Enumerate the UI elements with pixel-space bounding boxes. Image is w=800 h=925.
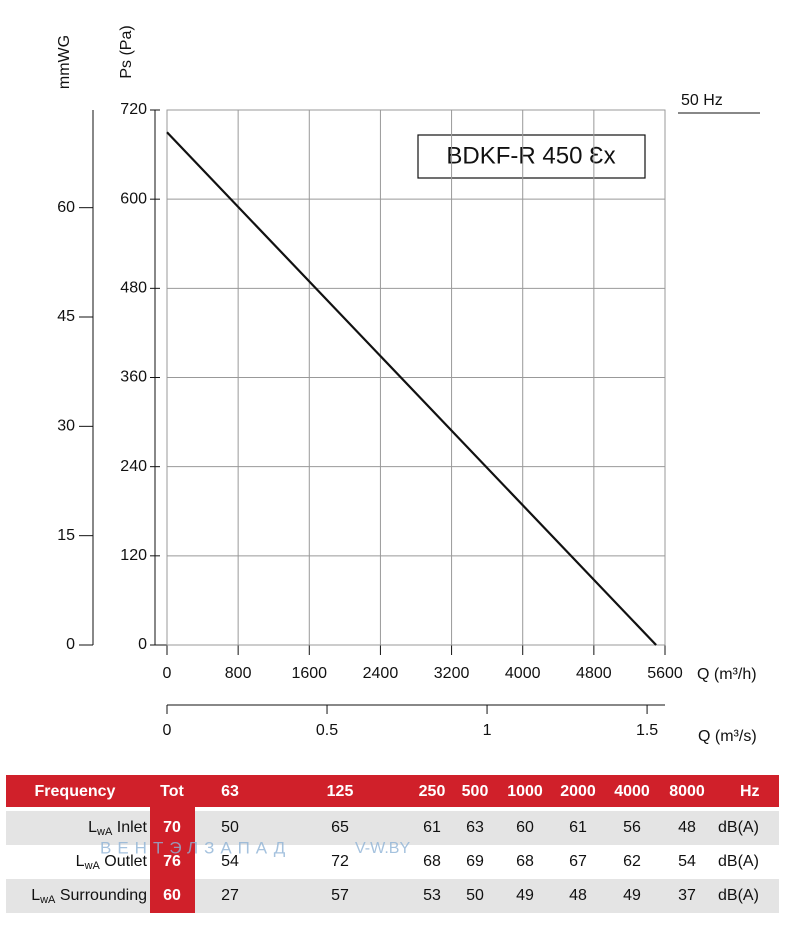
row-value: 60 xyxy=(163,887,181,904)
row-value: 72 xyxy=(331,853,349,870)
watermark: V-W.BY xyxy=(355,840,410,857)
table-row-band xyxy=(6,879,779,913)
row-value: 53 xyxy=(423,887,441,904)
x-tick-label: 4800 xyxy=(576,665,612,682)
y-tick-label: 240 xyxy=(120,458,147,475)
table-header-cell: 63 xyxy=(221,783,239,800)
x-tick-label: 0 xyxy=(163,665,172,682)
tot-column xyxy=(150,807,195,913)
row-label-name: Surrounding xyxy=(55,887,147,904)
row-value: 57 xyxy=(331,887,349,904)
y-tick-label: 360 xyxy=(120,369,147,386)
row-value: 50 xyxy=(221,819,239,836)
row-label-sub: wA xyxy=(84,860,101,872)
x-tick-label: 4000 xyxy=(505,665,541,682)
table-header-cell: 250 xyxy=(419,783,446,800)
row-value: 67 xyxy=(569,853,587,870)
row-label-name: Outlet xyxy=(100,853,148,870)
row-value: 63 xyxy=(466,819,484,836)
x-tick-label: 2400 xyxy=(363,665,399,682)
row-value: 49 xyxy=(516,887,534,904)
x2-tick-label: 1 xyxy=(483,722,492,739)
row-value: 54 xyxy=(221,853,239,870)
row-value: 56 xyxy=(623,819,641,836)
x2-tick-label: 0.5 xyxy=(316,722,338,739)
table-header-cell: 2000 xyxy=(560,783,596,800)
row-value: 54 xyxy=(678,853,696,870)
row-label-symbol: L xyxy=(76,853,85,870)
row-label-sub: wA xyxy=(96,826,113,838)
row-value: 49 xyxy=(623,887,641,904)
table-header-cell: 8000 xyxy=(669,783,705,800)
row-value: 65 xyxy=(331,819,349,836)
x-tick-label: 800 xyxy=(225,665,252,682)
table-header-cell: 125 xyxy=(327,783,354,800)
row-label-name: Inlet xyxy=(112,819,147,836)
x2-tick-label: 0 xyxy=(163,722,172,739)
x-axis-label: Q (m³/h) xyxy=(697,666,757,683)
table-row-band xyxy=(6,845,779,879)
watermark: ВЕНТЭЛЗАПАД xyxy=(100,838,291,857)
y-axis-label: Ps (Pa) xyxy=(118,25,135,78)
y2-tick-label: 45 xyxy=(57,308,75,325)
y2-tick-label: 60 xyxy=(57,199,75,216)
row-value: 48 xyxy=(678,819,696,836)
row-value: 70 xyxy=(163,819,181,836)
row-unit: dB(A) xyxy=(718,819,759,836)
table-header-cell: 500 xyxy=(462,783,489,800)
table-header-cell: Tot xyxy=(160,783,184,800)
x2-axis-label: Q (m³/s) xyxy=(698,728,757,745)
table-header-cell: Frequency xyxy=(35,783,116,800)
x-tick-label: 3200 xyxy=(434,665,470,682)
table-header-cell: 4000 xyxy=(614,783,650,800)
model-box xyxy=(417,134,646,179)
table-header-cell: 1000 xyxy=(507,783,543,800)
row-label: LwA Outlet xyxy=(76,853,148,872)
frequency-annotation: 50 Hz xyxy=(681,92,723,109)
row-label-sub: wA xyxy=(39,894,56,906)
row-unit: dB(A) xyxy=(718,887,759,904)
row-label-symbol: L xyxy=(88,819,97,836)
model-label: BDKF-R 450 Ɛx xyxy=(446,142,615,169)
row-value: 60 xyxy=(516,819,534,836)
x-tick-label: 5600 xyxy=(647,665,683,682)
y2-tick-label: 15 xyxy=(57,527,75,544)
row-unit: dB(A) xyxy=(718,853,759,870)
y-tick-label: 720 xyxy=(120,101,147,118)
row-value: 61 xyxy=(423,819,441,836)
row-value: 68 xyxy=(516,853,534,870)
x-tick-label: 1600 xyxy=(291,665,327,682)
y-tick-label: 0 xyxy=(138,636,147,653)
row-value: 48 xyxy=(569,887,587,904)
row-value: 68 xyxy=(423,853,441,870)
table-header-cell: Hz xyxy=(740,783,760,800)
row-value: 61 xyxy=(569,819,587,836)
plot-frame xyxy=(166,109,666,646)
row-value: 27 xyxy=(221,887,239,904)
row-label-symbol: L xyxy=(31,887,40,904)
y-tick-label: 120 xyxy=(120,547,147,564)
y-tick-label: 480 xyxy=(120,280,147,297)
row-value: 62 xyxy=(623,853,641,870)
row-value: 76 xyxy=(163,853,181,870)
row-value: 69 xyxy=(466,853,484,870)
x2-tick-label: 1.5 xyxy=(636,722,658,739)
y2-axis-label: mmWG xyxy=(56,35,73,89)
row-value: 37 xyxy=(678,887,696,904)
row-label: LwA Surrounding xyxy=(31,887,147,906)
table-header-band xyxy=(6,775,779,807)
table-row-band xyxy=(6,811,779,845)
y-tick-label: 600 xyxy=(120,190,147,207)
row-label: LwA Inlet xyxy=(88,819,147,838)
y2-tick-label: 0 xyxy=(66,636,75,653)
y2-tick-label: 30 xyxy=(57,418,75,435)
row-value: 50 xyxy=(466,887,484,904)
curve xyxy=(166,131,657,646)
